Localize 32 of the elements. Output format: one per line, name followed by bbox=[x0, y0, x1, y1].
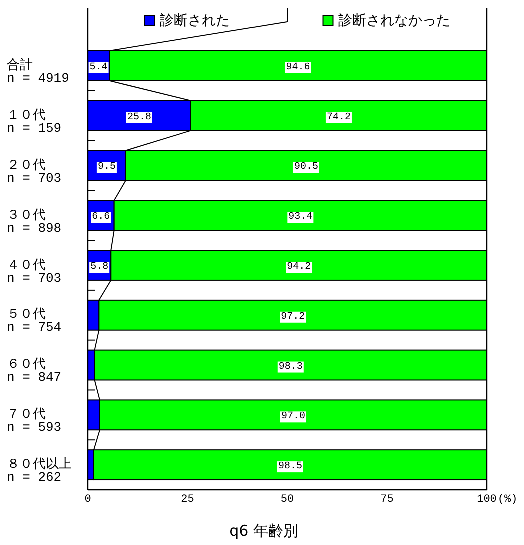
value-label: 93.4 bbox=[288, 212, 313, 224]
category-label: １０代 n = 159 bbox=[7, 108, 62, 135]
category-label: ８０代以上 n = 262 bbox=[7, 458, 72, 484]
value-label: 25.8 bbox=[127, 112, 152, 124]
value-label: 6.6 bbox=[92, 212, 110, 224]
value-label: 74.2 bbox=[326, 112, 351, 124]
x-tick-label: 100 bbox=[477, 494, 497, 506]
category-label: ６０代 n = 847 bbox=[7, 358, 62, 384]
value-label: 94.6 bbox=[286, 62, 310, 74]
category-label: ４０代 n = 703 bbox=[7, 258, 62, 284]
x-tick-label: 0 bbox=[84, 494, 92, 506]
value-label: 98.5 bbox=[278, 462, 302, 473]
value-label: 5.8 bbox=[90, 262, 109, 273]
category-label: ７０代 n = 593 bbox=[7, 408, 62, 434]
x-tick-label: 50 bbox=[280, 494, 294, 506]
value-label: 90.5 bbox=[294, 162, 318, 174]
legend-label: 診断された bbox=[160, 13, 230, 29]
category-label: ３０代 n = 898 bbox=[7, 208, 62, 235]
legend-label: 診断されなかった bbox=[338, 13, 450, 29]
value-label: 9.5 bbox=[98, 162, 116, 174]
category-label: 合計 n = 4919 bbox=[7, 58, 70, 85]
value-label: 94.2 bbox=[287, 262, 312, 273]
value-label: 97.0 bbox=[281, 412, 306, 423]
value-label: 98.3 bbox=[278, 362, 303, 373]
x-tick-label: 75 bbox=[380, 494, 394, 506]
category-label: ２０代 n = 703 bbox=[7, 158, 62, 185]
x-tick-label: 25 bbox=[181, 494, 194, 506]
x-label: (%) bbox=[498, 494, 518, 506]
value-label: 97.2 bbox=[281, 312, 306, 323]
title: q6 年齢別 bbox=[230, 522, 298, 540]
category-label: ５０代 n = 754 bbox=[7, 308, 62, 334]
value-label: 5.4 bbox=[90, 62, 108, 74]
